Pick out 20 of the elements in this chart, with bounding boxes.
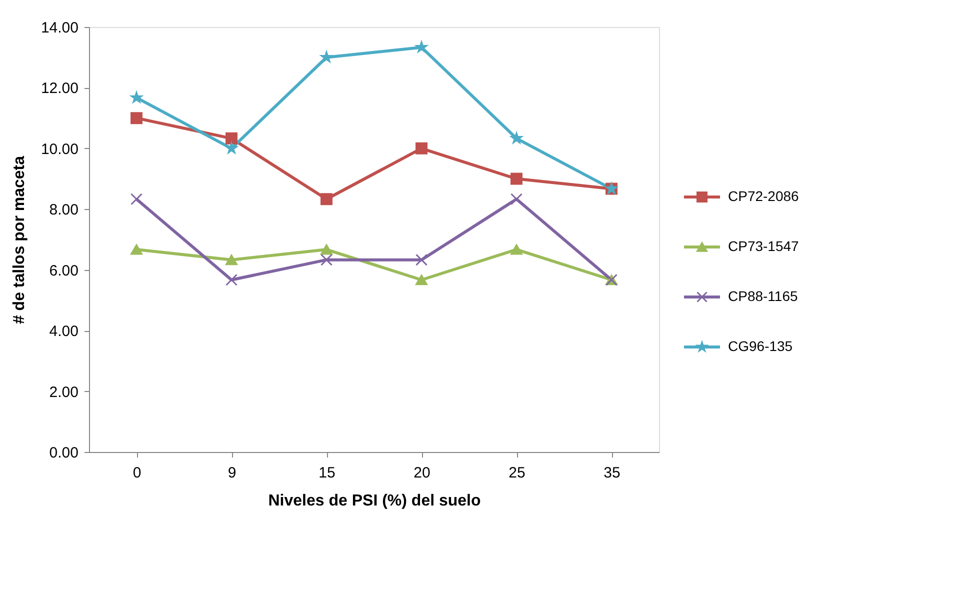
legend-label: CG96-135: [728, 338, 793, 354]
x-tick-label: 20: [414, 464, 430, 482]
x-tick-label: 9: [228, 464, 236, 482]
y-axis-title: # de tallos por maceta: [10, 156, 28, 324]
x-tick-label: 15: [318, 464, 336, 482]
legend-label: CP88-1165: [728, 288, 798, 304]
legend-label: CP72-2086: [728, 188, 800, 204]
y-tick-label: 0.00: [49, 444, 78, 462]
y-tick-label: 12.00: [40, 80, 78, 98]
y-tick-label: 6.00: [49, 262, 78, 280]
legend-label: CP73-1547: [728, 238, 800, 254]
y-tick-label: 10.00: [40, 140, 78, 158]
x-tick-label: 0: [132, 464, 142, 482]
y-tick-label: 14.00: [40, 20, 78, 36]
x-tick-label: 25: [508, 464, 526, 482]
x-tick-label: 35: [604, 464, 620, 482]
y-tick-label: 4.00: [49, 323, 78, 340]
y-tick-label: 8.00: [49, 202, 78, 219]
x-axis-title: Niveles de PSI (%) del suelo: [268, 492, 481, 510]
y-tick-label: 2.00: [49, 384, 78, 401]
